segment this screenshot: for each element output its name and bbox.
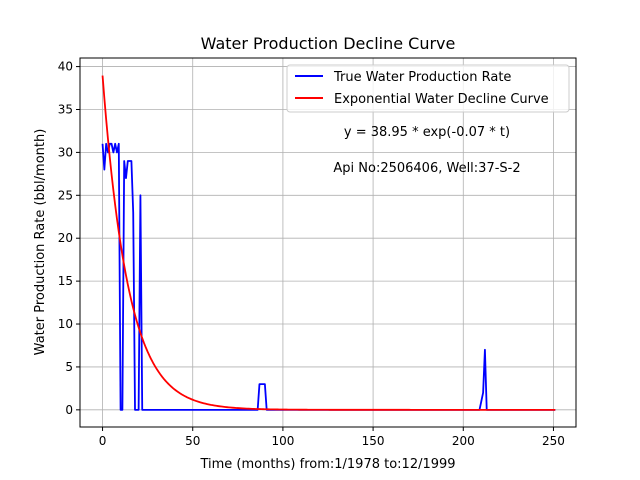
- y-tick-label: 30: [58, 145, 73, 159]
- x-tick-label: 250: [542, 434, 565, 448]
- y-tick-label: 10: [58, 317, 73, 331]
- y-tick-label: 15: [58, 274, 73, 288]
- y-tick-label: 5: [65, 360, 73, 374]
- y-tick-label: 20: [58, 231, 73, 245]
- x-tick-label: 0: [99, 434, 107, 448]
- series-layer: [101, 75, 556, 411]
- series-line-decline-curve: [101, 75, 556, 411]
- x-axis-label: Time (months) from:1/1978 to:12/1999: [199, 457, 455, 472]
- chart-title: Water Production Decline Curve: [201, 34, 456, 53]
- x-tick-label: 100: [271, 434, 294, 448]
- legend-label-decline-curve: Exponential Water Decline Curve: [334, 92, 549, 107]
- y-axis-ticks: 0 5 10 15 20 25 30 35 40: [58, 60, 80, 417]
- x-tick-label: 200: [452, 434, 475, 448]
- y-tick-label: 35: [58, 102, 73, 116]
- legend-label-true-rate: True Water Production Rate: [333, 70, 511, 85]
- y-tick-label: 0: [65, 403, 73, 417]
- legend: True Water Production Rate Exponential W…: [286, 64, 570, 113]
- plot-background: [80, 58, 576, 427]
- plot-frame: [79, 57, 577, 428]
- series-line-true-rate: [101, 142, 556, 411]
- x-tick-label: 50: [185, 434, 200, 448]
- y-axis-label: Water Production Rate (bbl/month): [33, 129, 48, 356]
- x-tick-label: 150: [362, 434, 385, 448]
- plot-area: [79, 57, 577, 428]
- y-tick-label: 25: [58, 188, 73, 202]
- y-tick-label: 40: [58, 60, 73, 74]
- well-annotation: Api No:2506406, Well:37-S-2: [333, 161, 520, 176]
- legend-box: [286, 64, 570, 113]
- equation-annotation: y = 38.95 * exp(-0.07 * t): [344, 125, 510, 140]
- x-axis-ticks: 0 50 100 150 200 250: [99, 427, 565, 448]
